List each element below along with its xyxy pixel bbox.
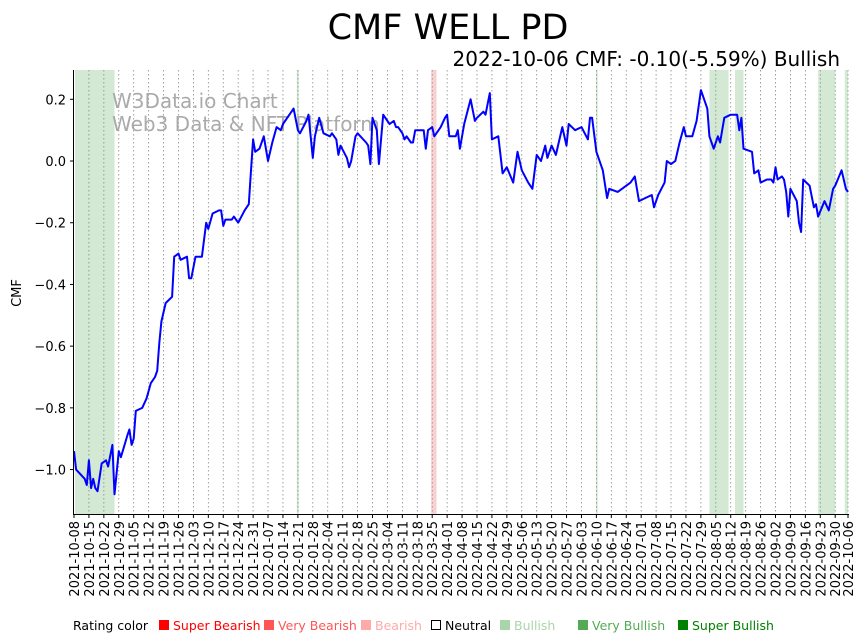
x-tick-label: 2022-06-17	[605, 521, 620, 597]
y-tick-label: −1.0	[34, 464, 66, 479]
x-tick-label: 2021-10-22	[98, 521, 113, 597]
x-tick-label: 2022-02-18	[352, 521, 367, 597]
legend-swatch	[578, 620, 588, 630]
x-tick-label: 2022-03-11	[396, 521, 411, 597]
x-tick-label: 2022-08-12	[725, 521, 740, 597]
x-tick-label: 2022-07-01	[635, 521, 650, 597]
y-tick-label: −0.6	[34, 340, 66, 355]
x-tick-label: 2022-09-30	[829, 521, 844, 597]
x-tick-label: 2022-01-28	[307, 521, 322, 597]
legend-swatch	[678, 620, 688, 630]
y-tick-label: −0.4	[34, 278, 66, 293]
chart-subtitle: 2022-10-06 CMF: -0.10(-5.59%) Bullish	[453, 47, 840, 71]
rating-band	[75, 70, 115, 514]
x-tick-label: 2022-05-06	[516, 521, 531, 597]
y-axis-label: CMF	[10, 279, 25, 307]
legend-label: Bullish	[514, 618, 555, 633]
grid-lines	[88, 70, 849, 514]
y-tick-label: 0.0	[45, 155, 66, 170]
x-tick-label: 2022-08-26	[755, 521, 770, 597]
rating-band	[709, 70, 729, 514]
watermark-line-1: W3Data.io Chart	[112, 89, 278, 113]
x-tick-label: 2021-10-29	[113, 521, 128, 597]
x-tick-label: 2022-01-14	[277, 521, 292, 597]
legend-swatch	[361, 620, 371, 630]
legend-swatch	[264, 620, 274, 630]
x-tick-label: 2022-03-18	[411, 521, 426, 597]
x-tick-label: 2022-03-25	[426, 521, 441, 597]
x-tick-label: 2021-12-31	[247, 521, 262, 597]
rating-band	[595, 70, 598, 514]
watermark-line-2: Web3 Data & NFT Platform	[112, 112, 380, 136]
x-tick-label: 2022-07-08	[650, 521, 665, 597]
chart-title: CMF WELL PD	[328, 8, 569, 48]
x-tick-label: 2022-06-03	[575, 521, 590, 597]
x-tick-label: 2021-12-10	[202, 521, 217, 597]
x-tick-label: 2022-01-07	[262, 521, 277, 597]
rating-band	[431, 70, 437, 514]
x-tick-label: 2021-10-15	[83, 521, 98, 597]
legend-swatch	[159, 620, 169, 630]
x-tick-label: 2022-05-13	[531, 521, 546, 597]
x-tick-label: 2021-10-08	[68, 521, 83, 597]
legend-label: Bearish	[375, 618, 422, 633]
x-tick-label: 2022-04-15	[471, 521, 486, 597]
x-tick-label: 2022-10-06	[842, 521, 857, 597]
legend-swatch	[431, 620, 441, 630]
legend-swatch	[500, 620, 510, 630]
x-tick-label: 2022-04-01	[441, 521, 456, 597]
x-tick-label: 2022-06-10	[590, 521, 605, 597]
legend-label: Very Bullish	[592, 618, 665, 633]
x-axis-ticks: 2021-10-08 2021-10-15 2021-10-22 2021-10-29…	[68, 514, 857, 597]
x-tick-label: 2022-07-15	[665, 521, 680, 597]
x-tick-label: 2022-05-20	[546, 521, 561, 597]
x-tick-label: 2022-07-22	[680, 521, 695, 597]
x-tick-label: 2021-11-05	[128, 521, 143, 597]
y-tick-label: 0.2	[45, 93, 66, 108]
x-tick-label: 2022-07-29	[695, 521, 710, 597]
x-tick-label: 2022-02-04	[322, 521, 337, 597]
rating-bands	[75, 70, 848, 514]
x-tick-label: 2022-01-21	[292, 521, 307, 597]
rating-legend: Rating color Super Bearish Very Bearish Bea…	[73, 618, 774, 633]
x-tick-label: 2021-11-12	[143, 521, 158, 597]
x-tick-label: 2022-02-25	[367, 521, 382, 597]
rating-band	[296, 70, 299, 514]
x-tick-label: 2022-02-11	[337, 521, 352, 597]
legend-label: Super Bearish	[173, 618, 261, 633]
x-tick-label: 2022-09-16	[799, 521, 814, 597]
x-tick-label: 2022-06-24	[620, 521, 635, 597]
rating-band	[818, 70, 836, 514]
x-tick-label: 2022-09-09	[784, 521, 799, 597]
legend-label: Neutral	[445, 618, 491, 633]
y-tick-label: −0.2	[34, 217, 66, 232]
x-tick-label: 2022-08-05	[710, 521, 725, 597]
x-tick-label: 2021-11-19	[158, 521, 173, 597]
x-tick-label: 2022-09-02	[770, 521, 785, 597]
cmf-series-line	[73, 89, 849, 496]
legend-label: Very Bearish	[278, 618, 357, 633]
x-tick-label: 2022-04-22	[486, 521, 501, 597]
x-tick-label: 2022-05-27	[561, 521, 576, 597]
legend-label: Super Bullish	[692, 618, 774, 633]
rating-band	[734, 70, 744, 514]
x-tick-label: 2021-12-24	[232, 521, 247, 597]
x-tick-label: 2022-08-19	[740, 521, 755, 597]
x-tick-label: 2022-03-04	[381, 521, 396, 597]
y-tick-label: −0.8	[34, 402, 66, 417]
x-tick-label: 2022-09-23	[814, 521, 829, 597]
x-tick-label: 2021-12-17	[217, 521, 232, 597]
rating-band	[844, 70, 848, 514]
x-tick-label: 2021-11-26	[172, 521, 187, 597]
x-tick-label: 2022-04-08	[456, 521, 471, 597]
legend-title: Rating color	[73, 618, 149, 633]
x-tick-label: 2021-12-03	[187, 521, 202, 597]
y-axis-ticks: 0.2 0.0 −0.2 −0.4 −0.6 −0.8 −1.0	[34, 93, 74, 479]
x-tick-label: 2022-04-29	[501, 521, 516, 597]
